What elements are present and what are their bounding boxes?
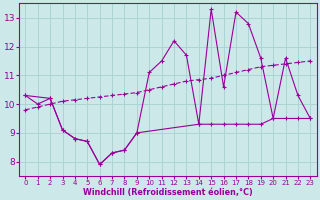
X-axis label: Windchill (Refroidissement éolien,°C): Windchill (Refroidissement éolien,°C) (83, 188, 253, 197)
